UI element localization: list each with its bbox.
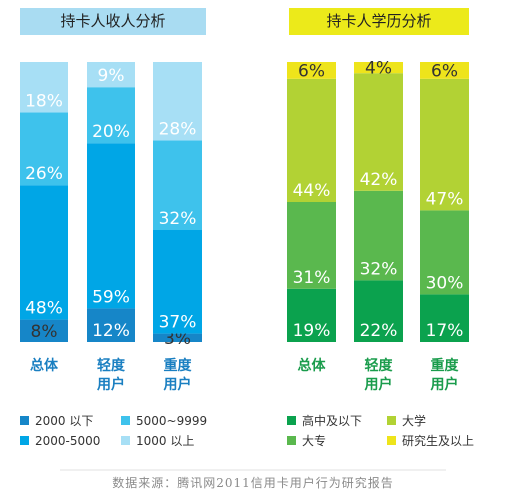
income-category-label: 总体 xyxy=(14,357,74,376)
education-legend-swatch xyxy=(387,416,396,425)
income-value-label: 3% xyxy=(164,329,191,349)
education-bar-segment xyxy=(287,62,336,79)
income-value-label: 32% xyxy=(159,209,197,229)
education-value-label: 4% xyxy=(365,59,392,79)
education-category-label-line: 用户 xyxy=(364,377,393,393)
income-legend-item: 5000~9999 xyxy=(121,414,207,428)
income-legend-swatch xyxy=(121,416,130,425)
income-legend-label: 1000 以上 xyxy=(136,434,195,448)
education-legend-label: 大专 xyxy=(302,434,327,448)
education-legend-label: 研究生及以上 xyxy=(402,434,475,448)
education-chart-title: 持卡人学历分析 xyxy=(289,8,469,35)
income-category-label-line: 用户 xyxy=(163,377,192,393)
income-bar-segment xyxy=(20,62,68,113)
income-value-label: 8% xyxy=(31,322,58,342)
income-legend-item: 2000-5000 xyxy=(20,434,100,448)
education-value-label: 30% xyxy=(426,273,464,293)
income-category-label-line: 重度 xyxy=(163,358,192,374)
education-category-label-line: 轻度 xyxy=(364,358,393,374)
education-category-label-line: 总体 xyxy=(297,358,326,374)
education-bar-segment xyxy=(354,190,403,281)
income-category-label-line: 总体 xyxy=(30,358,58,374)
education-value-label: 17% xyxy=(426,321,464,341)
education-bar-segment xyxy=(420,294,469,342)
income-category-label-line: 轻度 xyxy=(97,358,125,374)
income-value-label: 20% xyxy=(92,122,130,142)
income-value-label: 26% xyxy=(25,164,63,184)
education-legend-item: 大学 xyxy=(387,414,426,428)
education-bar-segment xyxy=(354,280,403,342)
education-category-label-line: 重度 xyxy=(430,358,459,374)
income-legend-label: 2000 以下 xyxy=(35,414,94,428)
education-bar-segment xyxy=(354,62,403,74)
income-bar-segment xyxy=(87,308,135,342)
education-legend-label: 高中及以下 xyxy=(302,414,363,428)
education-value-label: 44% xyxy=(293,181,331,201)
education-category-label-line: 用户 xyxy=(430,377,459,393)
income-bar-segment xyxy=(153,333,202,342)
education-bar-segment xyxy=(354,73,403,191)
income-bar-segment xyxy=(20,185,68,320)
education-legend-swatch xyxy=(287,416,296,425)
income-value-label: 59% xyxy=(92,287,130,307)
education-value-label: 31% xyxy=(293,268,331,288)
education-category-label: 总体 xyxy=(282,357,342,376)
education-value-label: 42% xyxy=(360,170,398,190)
education-bar-segment xyxy=(287,202,336,289)
education-value-label: 6% xyxy=(431,61,458,81)
income-legend-label: 5000~9999 xyxy=(136,414,208,428)
income-legend-label: 2000-5000 xyxy=(35,434,101,448)
income-value-label: 9% xyxy=(98,66,125,86)
education-legend-item: 大专 xyxy=(287,434,326,448)
income-value-label: 18% xyxy=(25,91,63,111)
source-note: 数据来源：腾讯网2011信用卡用户行为研究报告 xyxy=(112,476,394,490)
income-bar-segment xyxy=(153,230,202,334)
education-category-label: 重度 用户 xyxy=(415,357,475,395)
education-value-label: 6% xyxy=(298,61,325,81)
education-value-label: 47% xyxy=(426,189,464,209)
income-bar-segment xyxy=(153,140,202,230)
education-legend-item: 高中及以下 xyxy=(287,414,362,428)
income-bar-segment xyxy=(87,143,135,309)
income-bar-segment xyxy=(87,62,135,88)
income-value-label: 48% xyxy=(25,299,63,319)
income-bar-segment xyxy=(20,112,68,186)
income-category-label-line: 用户 xyxy=(97,377,125,393)
income-bar-segment xyxy=(20,319,68,342)
education-value-label: 22% xyxy=(360,321,398,341)
income-legend-item: 2000 以下 xyxy=(20,414,93,428)
income-bar-segment xyxy=(87,87,135,144)
income-value-label: 12% xyxy=(92,321,130,341)
education-bar-segment xyxy=(287,78,336,202)
income-category-label: 重度 用户 xyxy=(148,357,208,395)
education-value-label: 19% xyxy=(293,321,331,341)
education-category-label: 轻度 用户 xyxy=(349,357,409,395)
education-value-label: 32% xyxy=(360,259,398,279)
education-bar-segment xyxy=(420,62,469,79)
income-legend-swatch xyxy=(20,436,29,445)
income-legend-swatch xyxy=(121,436,130,445)
education-bar-segment xyxy=(420,78,469,211)
income-chart-title: 持卡人收人分析 xyxy=(20,8,206,35)
income-legend-item: 1000 以上 xyxy=(121,434,194,448)
income-bar-segment xyxy=(153,62,202,141)
education-legend-label: 大学 xyxy=(402,414,427,428)
education-legend-item: 研究生及以上 xyxy=(387,434,474,448)
education-legend-swatch xyxy=(287,436,296,445)
income-value-label: 37% xyxy=(159,313,197,333)
education-bar-segment xyxy=(420,210,469,295)
income-legend-swatch xyxy=(20,416,29,425)
income-category-label: 轻度 用户 xyxy=(81,357,141,395)
income-value-label: 28% xyxy=(159,119,197,139)
education-legend-swatch xyxy=(387,436,396,445)
education-bar-segment xyxy=(287,288,336,342)
